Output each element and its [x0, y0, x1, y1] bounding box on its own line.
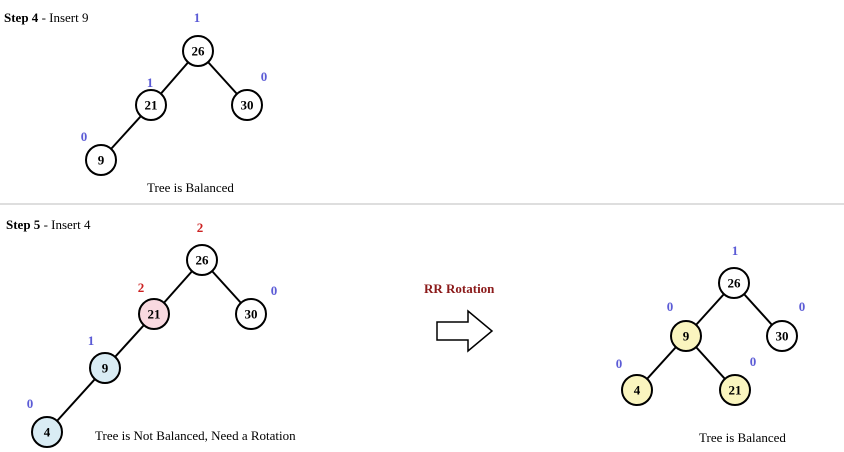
- step5-node-26: 26 2: [186, 220, 218, 276]
- step5-node-30: 30 0: [235, 283, 278, 330]
- step5-node-label-21: 21: [148, 307, 161, 322]
- step5-node-21: 212: [138, 280, 170, 330]
- step5-balance-26: 2: [197, 220, 204, 235]
- step4-balance-9: 0: [81, 129, 88, 144]
- step5-node-circle-4: [31, 416, 63, 448]
- step4-node-circle-9: [85, 144, 117, 176]
- result-balance-9: 0: [667, 299, 674, 314]
- step4-subtitle: - Insert 9: [38, 10, 88, 25]
- result-node-circle-26: [718, 267, 750, 299]
- step5-node-label-4: 4: [44, 425, 51, 440]
- step5-balance-9: 1: [88, 333, 95, 348]
- step4-node-30: 30 0: [231, 69, 268, 121]
- step4-title: Step 4: [4, 10, 39, 25]
- step4-node-21: 21 1: [135, 75, 167, 121]
- step5-node-9: 91: [88, 333, 121, 384]
- rotation-title: RR Rotation: [424, 281, 495, 296]
- step4-node-circle-21: [135, 89, 167, 121]
- result-balance-21: 0: [750, 354, 757, 369]
- result-node-30: 30 0: [766, 299, 806, 352]
- step4-node-label-26: 26: [192, 44, 206, 59]
- result-node-circle-21: [719, 374, 751, 406]
- result-node-label-30: 30: [776, 329, 789, 344]
- step5-subtitle: - Insert 4: [40, 217, 91, 232]
- step4-balance-30: 0: [261, 69, 268, 84]
- step5-header: Step 5 - Insert 4: [6, 217, 91, 232]
- step4-node-circle-26: [182, 35, 214, 67]
- result-node-4: 40: [616, 356, 653, 406]
- result-balance-26: 1: [732, 243, 739, 258]
- step5-caption: Tree is Not Balanced, Need a Rotation: [95, 428, 296, 443]
- result-node-label-9: 9: [683, 329, 690, 344]
- result-node-label-4: 4: [634, 383, 641, 398]
- result-balance-30: 0: [799, 299, 806, 314]
- step4-caption: Tree is Balanced: [147, 180, 234, 195]
- step4-header: Step 4 - Insert 9: [4, 10, 89, 25]
- result-balance-4: 0: [616, 356, 623, 371]
- step4-node-9: 90: [81, 129, 117, 176]
- step5-node-circle-30: [235, 298, 267, 330]
- step5-node-circle-26: [186, 244, 218, 276]
- step5-balance-21: 2: [138, 280, 145, 295]
- step4-node-circle-30: [231, 89, 263, 121]
- step5-node-label-26: 26: [196, 253, 210, 268]
- step5-balance-30: 0: [271, 283, 278, 298]
- step5-node-circle-9: [89, 352, 121, 384]
- result-node-21: 21 0: [719, 354, 757, 406]
- step5-node-circle-21: [138, 298, 170, 330]
- step4-node-label-21: 21: [145, 98, 158, 113]
- step4-balance-21: 1: [147, 75, 154, 90]
- step5-balance-4: 0: [27, 396, 34, 411]
- step4-node-label-30: 30: [241, 98, 254, 113]
- step4-node-label-9: 9: [98, 153, 105, 168]
- result-node-9: 90: [667, 299, 702, 352]
- result-node-circle-4: [621, 374, 653, 406]
- result-node-label-26: 26: [728, 276, 742, 291]
- result-node-circle-9: [670, 320, 702, 352]
- result-node-26: 26 1: [718, 243, 750, 299]
- step5-node-label-9: 9: [102, 361, 109, 376]
- result-node-label-21: 21: [729, 383, 742, 398]
- step4-node-26: 26 1: [182, 10, 214, 67]
- rotation-arrow-icon: [436, 309, 494, 353]
- result-node-circle-30: [766, 320, 798, 352]
- result-caption: Tree is Balanced: [699, 430, 786, 445]
- step5-node-label-30: 30: [245, 307, 258, 322]
- step5-node-4: 40: [27, 396, 63, 448]
- step5-title: Step 5: [6, 217, 41, 232]
- step4-balance-26: 1: [194, 10, 201, 25]
